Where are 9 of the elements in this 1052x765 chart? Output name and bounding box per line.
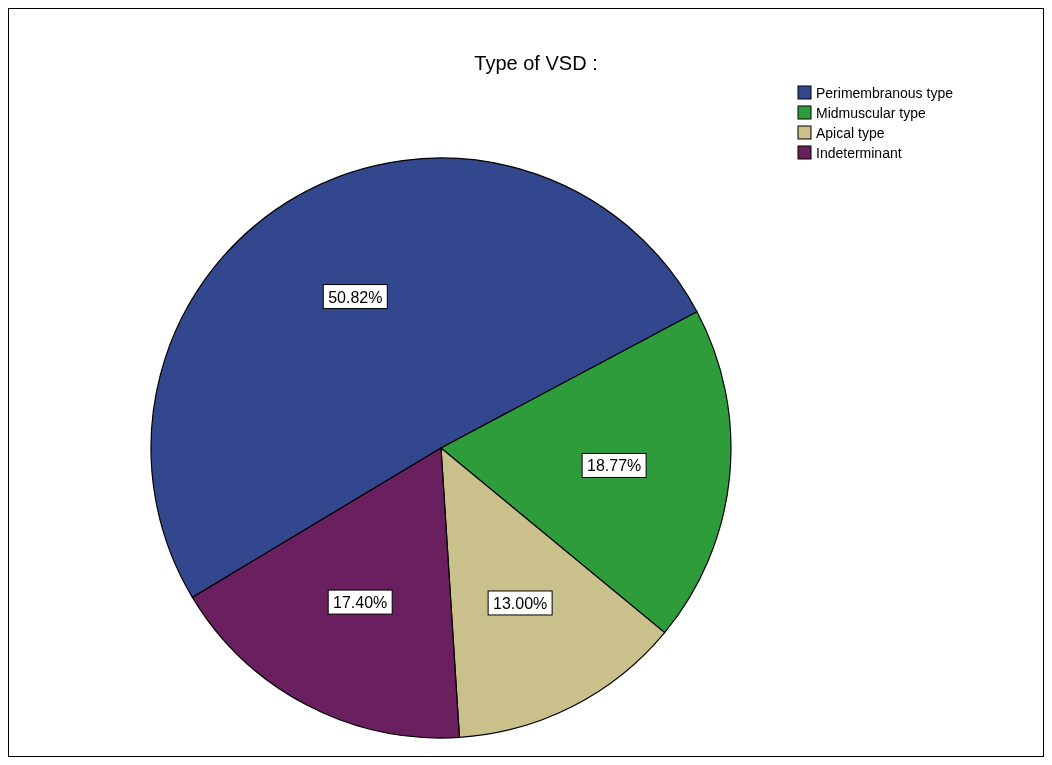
legend-label: Indeterminant — [816, 145, 902, 161]
data-label: 50.82% — [328, 288, 383, 306]
legend-label: Midmuscular type — [816, 105, 926, 121]
data-label: 17.40% — [333, 594, 388, 612]
data-label: 13.00% — [492, 594, 548, 612]
data-label: 18.77% — [586, 457, 642, 475]
legend-label: Perimembranous type — [816, 85, 954, 101]
legend-label: Apical type — [816, 125, 885, 141]
chart-title: Type of VSD : — [474, 52, 598, 74]
